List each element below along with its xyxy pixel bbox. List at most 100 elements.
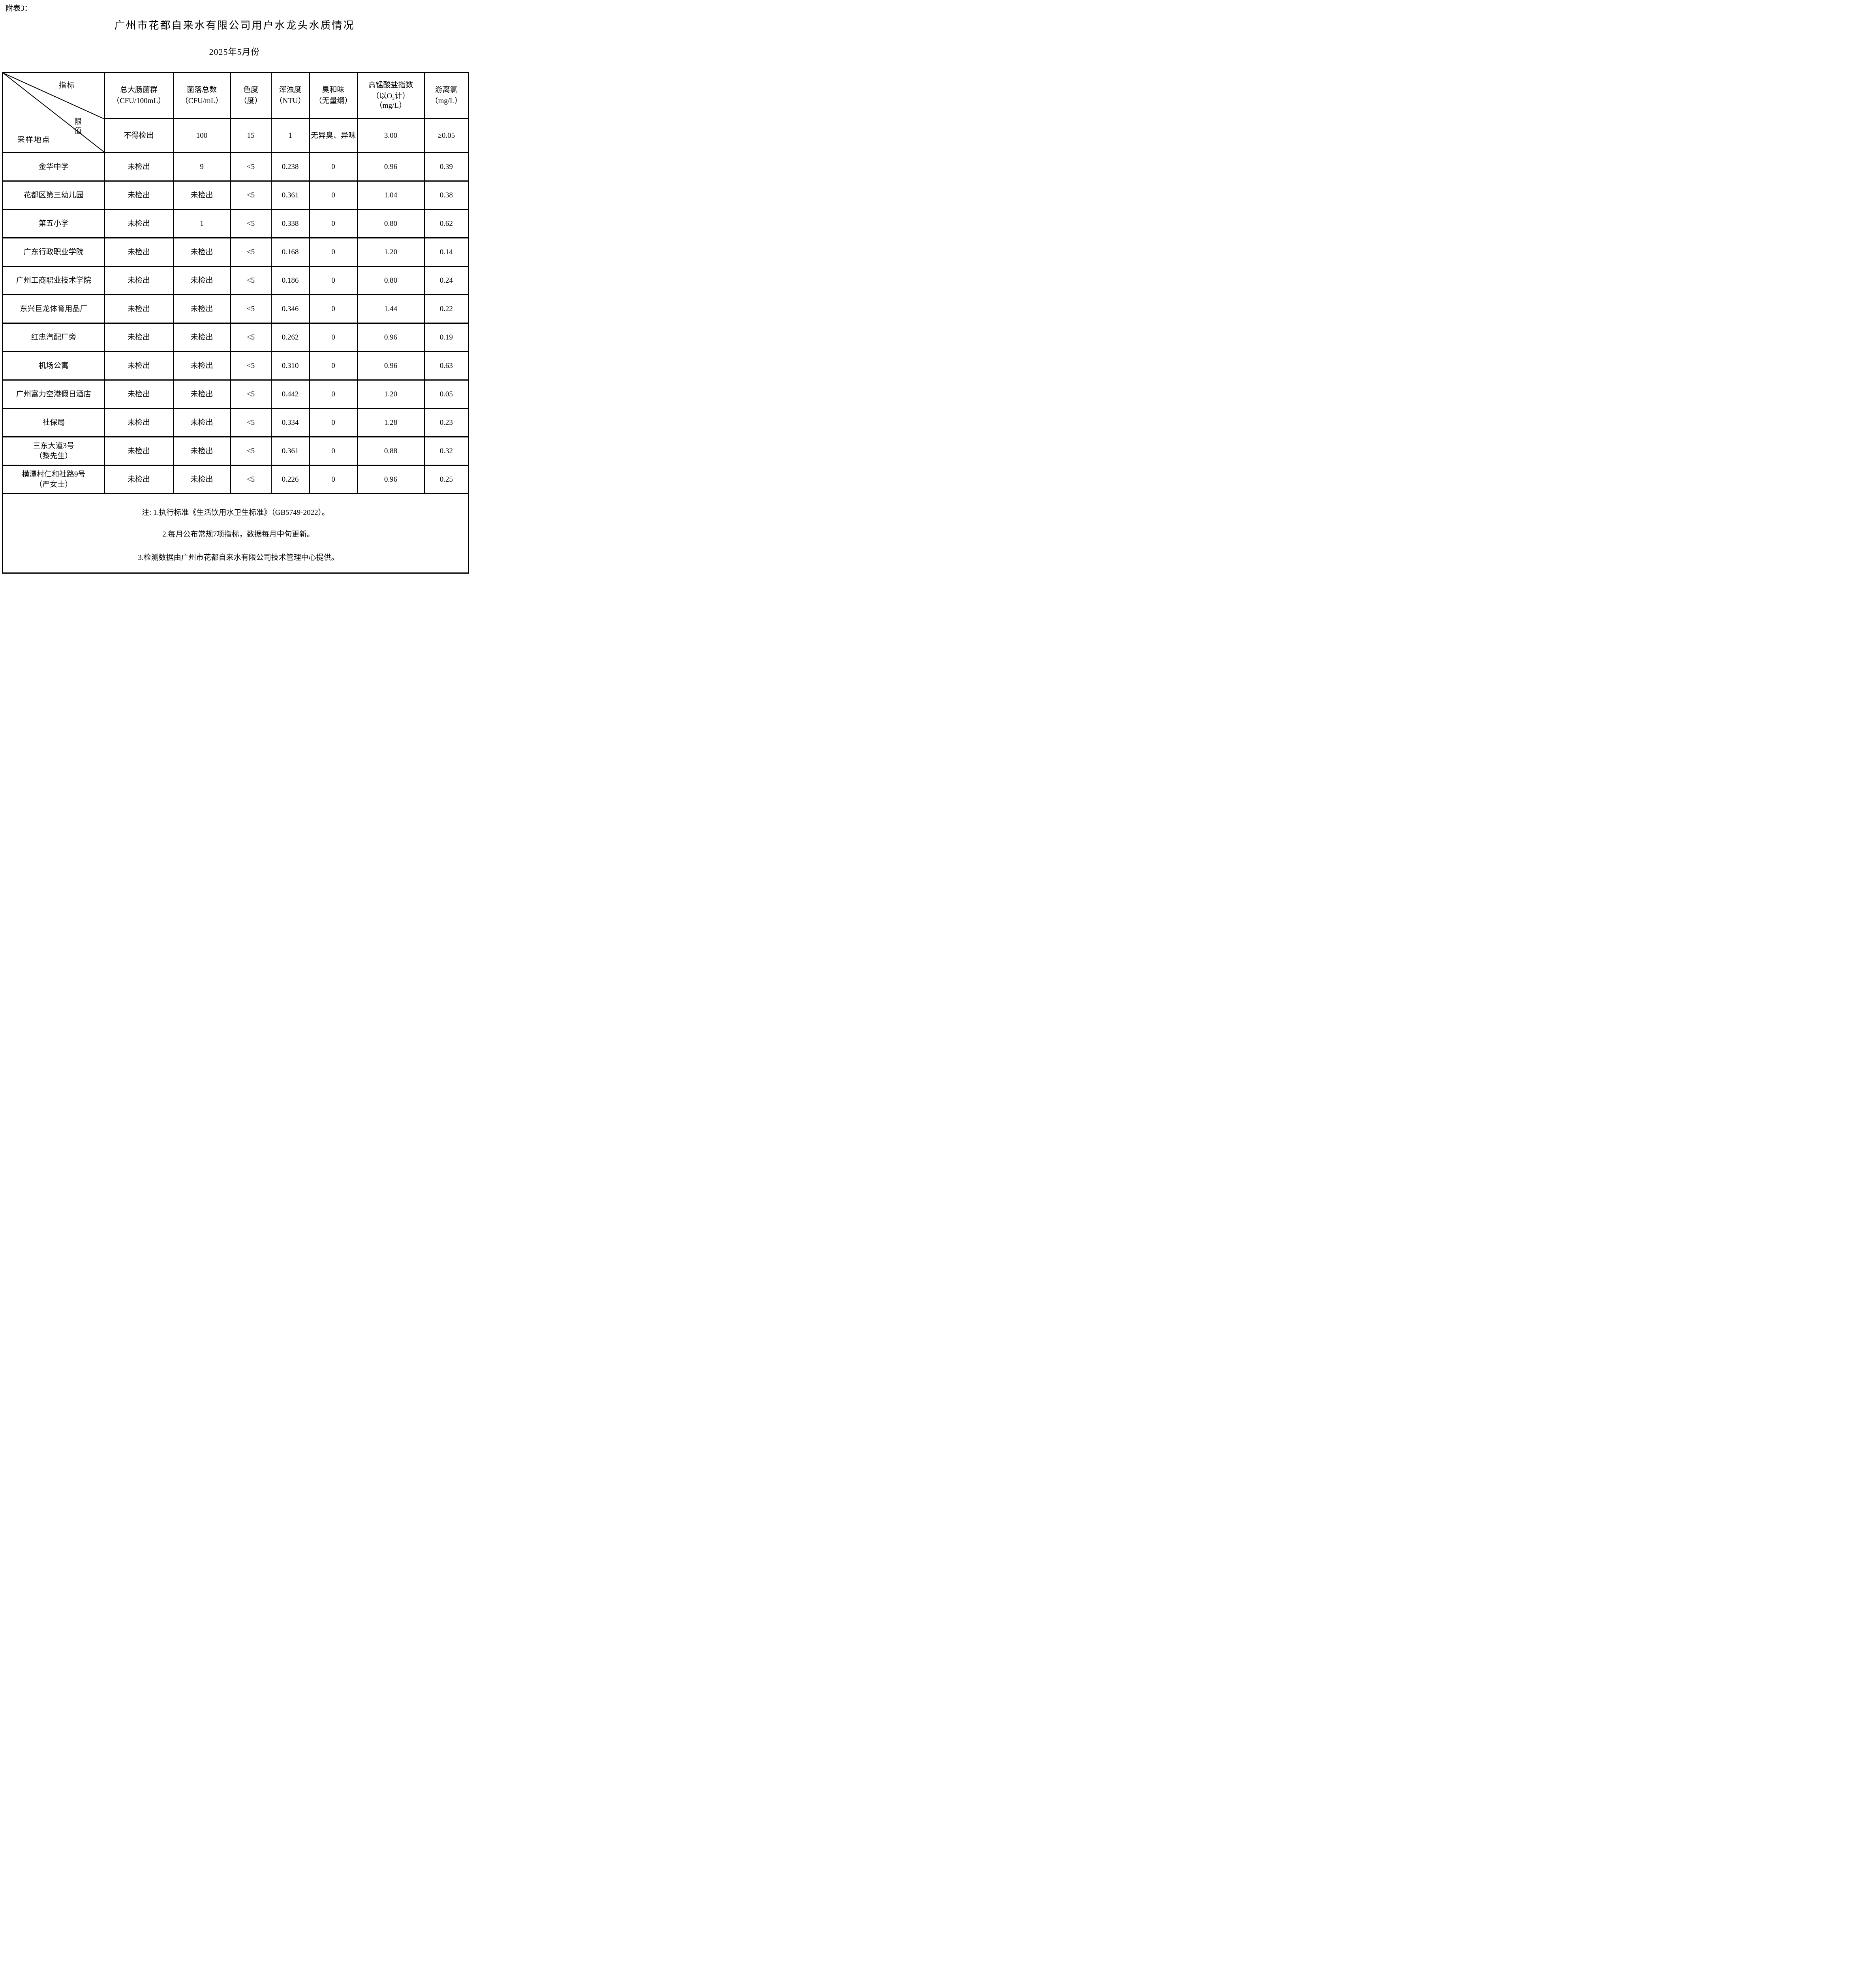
limit-label: 限值 (74, 118, 82, 135)
value-cell: 0 (309, 408, 358, 437)
column-header-cell: 色度 （度） (230, 72, 272, 119)
value-cell: <5 (230, 180, 272, 210)
value-cell: 未检出 (173, 323, 231, 352)
value-cell: 0.39 (424, 152, 469, 182)
value-cell: 0.14 (424, 237, 469, 267)
column-name: 高锰酸盐指数 (368, 81, 413, 89)
value-cell: 0.96 (357, 152, 425, 182)
table-row: 金华中学 未检出 9 <5 0.238 0 0.96 0.39 (2, 152, 469, 182)
site-cell: 花都区第三幼儿园 (2, 180, 105, 210)
report-month: 2025年5月份 (209, 47, 260, 57)
value-cell: 0 (309, 266, 358, 295)
value-cell: 未检出 (104, 180, 174, 210)
value-cell: <5 (230, 465, 272, 494)
header-row: 指标 限值 采样地点 总大肠菌群 （CFU/100mL） 菌落总数 （CFU/mL） 色… (2, 72, 469, 153)
site-cell: 机场公寓 (2, 351, 105, 381)
column-header-cell: 总大肠菌群 （CFU/100mL） (104, 72, 174, 119)
value-cell: 0.361 (270, 436, 310, 466)
value-cell: <5 (230, 237, 272, 267)
value-cell: 未检出 (173, 237, 231, 267)
value-cell: 未检出 (173, 266, 231, 295)
site-cell: 横潭村仁和社路9号 （严女士） (2, 465, 105, 494)
page-title: 广州市花都自来水有限公司用户水龙头水质情况 (114, 20, 355, 31)
site-cell: 广东行政职业学院 (2, 237, 105, 267)
value-cell: 0.346 (270, 294, 310, 324)
value-cell: <5 (230, 436, 272, 466)
value-cell: 未检出 (104, 209, 174, 238)
table-annotation: 附表3： (6, 4, 32, 13)
limit-value-cell: 1 (270, 118, 310, 153)
limit-value-cell: 不得检出 (104, 118, 174, 153)
column-unit: （度） (239, 97, 262, 105)
value-cell: <5 (230, 323, 272, 352)
value-cell: 0.442 (270, 379, 310, 409)
column-name: 菌落总数 (186, 86, 217, 94)
value-cell: 0.88 (357, 436, 425, 466)
value-cell: 0.24 (424, 266, 469, 295)
value-cell: 未检出 (173, 180, 231, 210)
value-cell: 0 (309, 379, 358, 409)
column-name: 游离氯 (435, 86, 458, 94)
value-cell: 0.23 (424, 408, 469, 437)
notes-row: 注: 1.执行标准《生活饮用水卫生标准》（GB5749-2022）。 2.每月公布… (2, 493, 469, 574)
value-cell: 0.168 (270, 237, 310, 267)
value-cell: 0.19 (424, 323, 469, 352)
site-cell: 金华中学 (2, 152, 105, 182)
column-unit: （CFU/mL） (180, 97, 223, 105)
value-cell: 未检出 (104, 266, 174, 295)
notes-cell: 注: 1.执行标准《生活饮用水卫生标准》（GB5749-2022）。 2.每月公布… (2, 493, 469, 574)
value-cell: 0.361 (270, 180, 310, 210)
site-cell: 广州工商职业技术学院 (2, 266, 105, 295)
site-cell: 三东大道3号 （黎先生） (2, 436, 105, 466)
table-row: 广州富力空港假日酒店 未检出 未检出 <5 0.442 0 1.20 0.05 (2, 379, 469, 409)
column-header-cell: 游离氯 （mg/L） (424, 72, 469, 119)
table-row: 广东行政职业学院 未检出 未检出 <5 0.168 0 1.20 0.14 (2, 237, 469, 267)
value-cell: 未检出 (173, 379, 231, 409)
diagonal-header-cell: 指标 限值 采样地点 (2, 72, 105, 153)
site-cell: 社保局 (2, 408, 105, 437)
value-cell: 0.96 (357, 351, 425, 381)
value-cell: 0.80 (357, 266, 425, 295)
value-cell: 0.32 (424, 436, 469, 466)
value-cell: 未检出 (104, 351, 174, 381)
value-cell: 0 (309, 209, 358, 238)
column-unit: （NTU） (275, 97, 306, 105)
document-page: 附表3： 广州市花都自来水有限公司用户水龙头水质情况 2025年5月份 指标 (0, 0, 469, 574)
value-cell: <5 (230, 351, 272, 381)
value-cell: 0.238 (270, 152, 310, 182)
note-line: 2.每月公布常规7项指标，数据每月中旬更新。 (162, 530, 314, 539)
value-cell: <5 (230, 379, 272, 409)
site-cell: 东兴巨龙体育用品厂 (2, 294, 105, 324)
note-line: 注: 1.执行标准《生活饮用水卫生标准》（GB5749-2022）。 (141, 508, 329, 517)
value-cell: <5 (230, 294, 272, 324)
value-cell: 0 (309, 237, 358, 267)
limit-value-cell: 15 (230, 118, 272, 153)
note-line: 3.检测数据由广州市花都自来水有限公司技术管理中心提供。 (138, 553, 339, 562)
value-cell: 未检出 (104, 237, 174, 267)
value-cell: <5 (230, 209, 272, 238)
value-cell: 未检出 (104, 152, 174, 182)
table-row: 机场公寓 未检出 未检出 <5 0.310 0 0.96 0.63 (2, 351, 469, 381)
value-cell: <5 (230, 266, 272, 295)
table-row: 三东大道3号 （黎先生） 未检出 未检出 <5 0.361 0 0.88 0.32 (2, 436, 469, 466)
value-cell: 1 (173, 209, 231, 238)
value-cell: 0.310 (270, 351, 310, 381)
value-cell: 1.20 (357, 237, 425, 267)
column-name: 浑浊度 (279, 86, 302, 94)
value-cell: 未检出 (173, 408, 231, 437)
value-cell: 0.80 (357, 209, 425, 238)
value-cell: 0.338 (270, 209, 310, 238)
column-name: 色度 (243, 86, 258, 94)
column-header-cell: 高锰酸盐指数 （以O₂计） （mg/L） (357, 72, 425, 119)
table-row: 红忠汽配厂旁 未检出 未检出 <5 0.262 0 0.96 0.19 (2, 323, 469, 352)
column-name: 臭和味 (322, 86, 345, 94)
table-row: 第五小学 未检出 1 <5 0.338 0 0.80 0.62 (2, 209, 469, 238)
value-cell: 未检出 (104, 323, 174, 352)
value-cell: 0.22 (424, 294, 469, 324)
limit-value-cell: 100 (173, 118, 231, 153)
site-cell: 第五小学 (2, 209, 105, 238)
value-cell: 0 (309, 465, 358, 494)
value-cell: 0.262 (270, 323, 310, 352)
limit-value-cell: 3.00 (357, 118, 425, 153)
value-cell: <5 (230, 152, 272, 182)
